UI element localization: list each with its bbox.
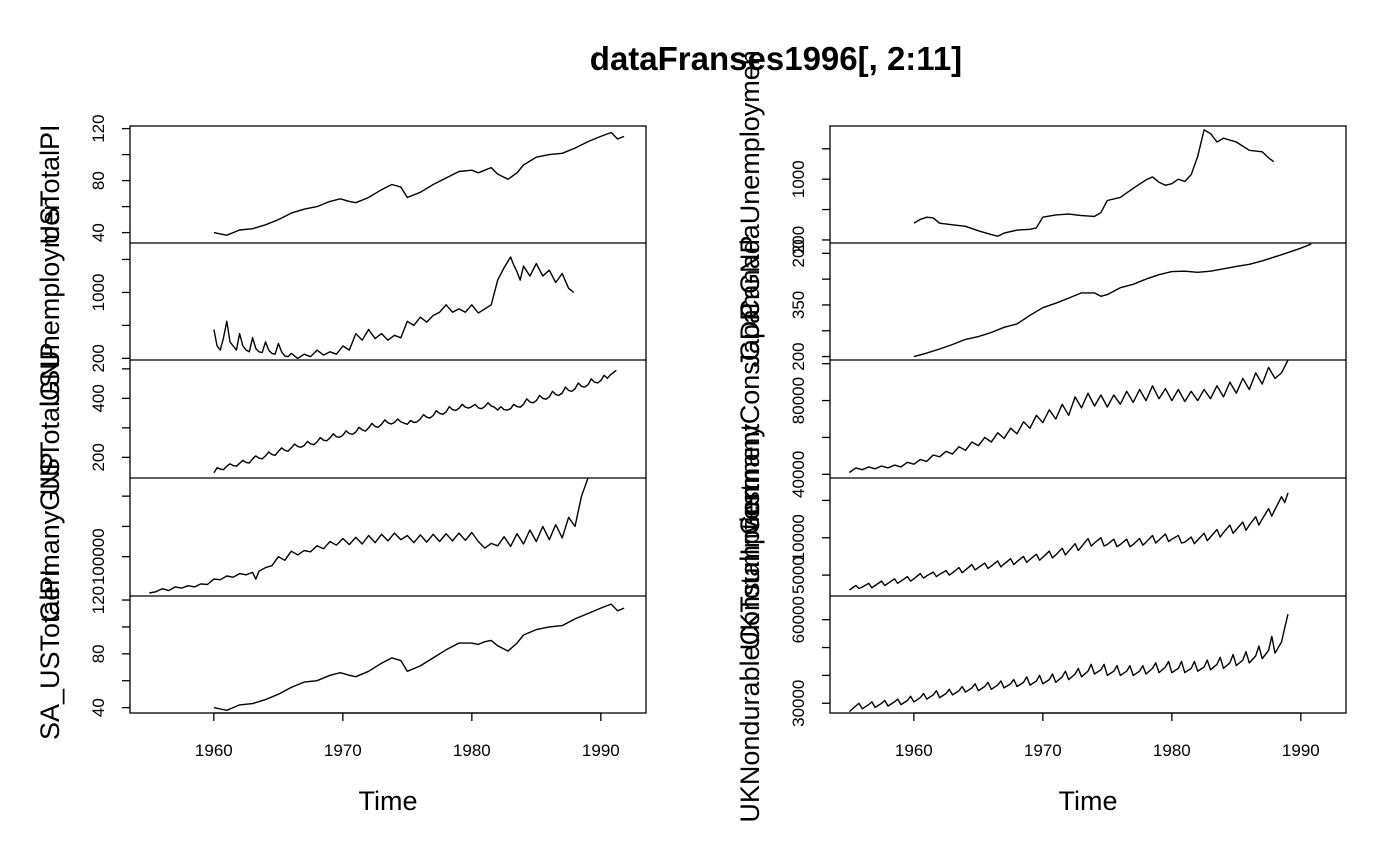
series-line-GermanyGNP	[149, 477, 589, 594]
y-axis-label: USUnemploymen	[35, 196, 65, 408]
chart-panels: 4080120USTotalPI2001000USUnemploymen2004…	[35, 50, 1347, 823]
x-tick-label: 1990	[1282, 741, 1320, 760]
x-tick-label: 1970	[324, 741, 362, 760]
panel-SA_USTotalPI: 40 80 120 SA_USTotalPI	[35, 569, 646, 740]
series-line-USTotalPI	[213, 131, 625, 236]
panel-USTotalGNP: 200 400 USTotalGNP	[35, 342, 646, 496]
plot-column-1: 40 80 120 USTotalPI 200 1000 USUnemploymen 200 4…	[35, 114, 647, 816]
x-axis: 1960 1970 1980 1990 Time	[195, 712, 620, 816]
x-tick-label: 1960	[895, 741, 933, 760]
y-axis-label: CanadaUnemploymen	[735, 50, 765, 319]
y-tick-label: 40	[89, 223, 108, 242]
y-axis-label: SA_USTotalPI	[35, 569, 65, 740]
chart-title: dataFranses1996[, 2:11]	[590, 40, 962, 77]
x-tick-label: 1970	[1024, 741, 1062, 760]
series-line-GermanyConsGDP	[848, 359, 1289, 474]
y-tick-label: 120	[89, 586, 108, 614]
x-tick-label: 1960	[195, 741, 233, 760]
series-line-USTotalGNP	[213, 369, 617, 474]
plot-column-2: 200 1000 CanadaUnemploymen 200 350 200 JapanGN…	[735, 50, 1347, 823]
y-tick-label: 200	[789, 342, 808, 370]
y-tick-label: 80	[89, 644, 108, 663]
panel-UKNondurableConsumption: 30000 60000 UKNondurableConsumption	[735, 486, 1346, 823]
y-tick-label: 200	[789, 239, 808, 267]
y-tick-label: 80000	[789, 377, 808, 424]
y-tick-label: 40	[89, 698, 108, 717]
panel-frame	[829, 125, 1347, 714]
panel-USUnemploymen: 200 1000 USUnemploymen	[35, 196, 646, 408]
x-axis-label: Time	[1059, 786, 1118, 816]
series-line-JapanGNP	[913, 243, 1312, 358]
series-line-USUnemploymen	[213, 256, 575, 360]
y-tick-label: 40000	[789, 451, 808, 498]
y-tick-label: 400	[89, 384, 108, 412]
y-tick-label: 80	[89, 171, 108, 190]
panel-CanadaUnemploymen: 200 1000 CanadaUnemploymen	[735, 50, 1275, 319]
panel-GermanyConsGDP: 40000 80000 GermanyConsGDP	[735, 303, 1346, 536]
y-axis-label: UKNondurableConsumption	[735, 486, 765, 822]
y-tick-label: 120	[89, 114, 108, 142]
y-tick-label: 200	[89, 443, 108, 471]
y-tick-label: 60000	[789, 596, 808, 643]
panel-USTotalPI: 40 80 120 USTotalPI	[35, 114, 625, 245]
y-tick-label: 200	[789, 226, 808, 254]
series-line-CanadaUnemploymen	[913, 129, 1275, 237]
y-axis-label: GermanyGNP	[35, 452, 65, 622]
y-tick-label: 1000	[789, 160, 808, 198]
x-tick-label: 1980	[1153, 741, 1191, 760]
y-tick-label: 350	[789, 291, 808, 319]
y-tick-label: 100000	[89, 528, 108, 585]
x-tick-label: 1980	[453, 741, 491, 760]
series-line-UKNondurableConsumption	[848, 613, 1289, 713]
series-line-UKTotalInvestment	[848, 492, 1289, 591]
y-tick-label: 200	[89, 344, 108, 372]
panel-JapanGNP: 200 350 200 JapanGNP	[735, 235, 1346, 371]
panel-frame	[129, 125, 647, 714]
y-axis-label: UKTotalInvestment	[735, 423, 765, 650]
y-axis-label: GermanyConsGDP	[735, 303, 765, 536]
y-tick-label: 30000	[789, 680, 808, 727]
x-tick-label: 1990	[582, 741, 620, 760]
y-tick-label: 10000	[789, 514, 808, 561]
y-tick-label: 1000	[89, 274, 108, 312]
x-axis: 1960 1970 1980 1990 Time	[895, 712, 1320, 816]
panel-GermanyGNP: 100000 GermanyGNP	[35, 452, 646, 622]
x-axis-label: Time	[359, 786, 418, 816]
y-tick-label: 5000	[789, 556, 808, 594]
y-axis-label: JapanGNP	[735, 235, 765, 367]
y-axis-label: USTotalPI	[35, 124, 65, 244]
series-line-SA_USTotalPI	[213, 603, 625, 711]
y-axis-label: USTotalGNP	[35, 342, 65, 495]
